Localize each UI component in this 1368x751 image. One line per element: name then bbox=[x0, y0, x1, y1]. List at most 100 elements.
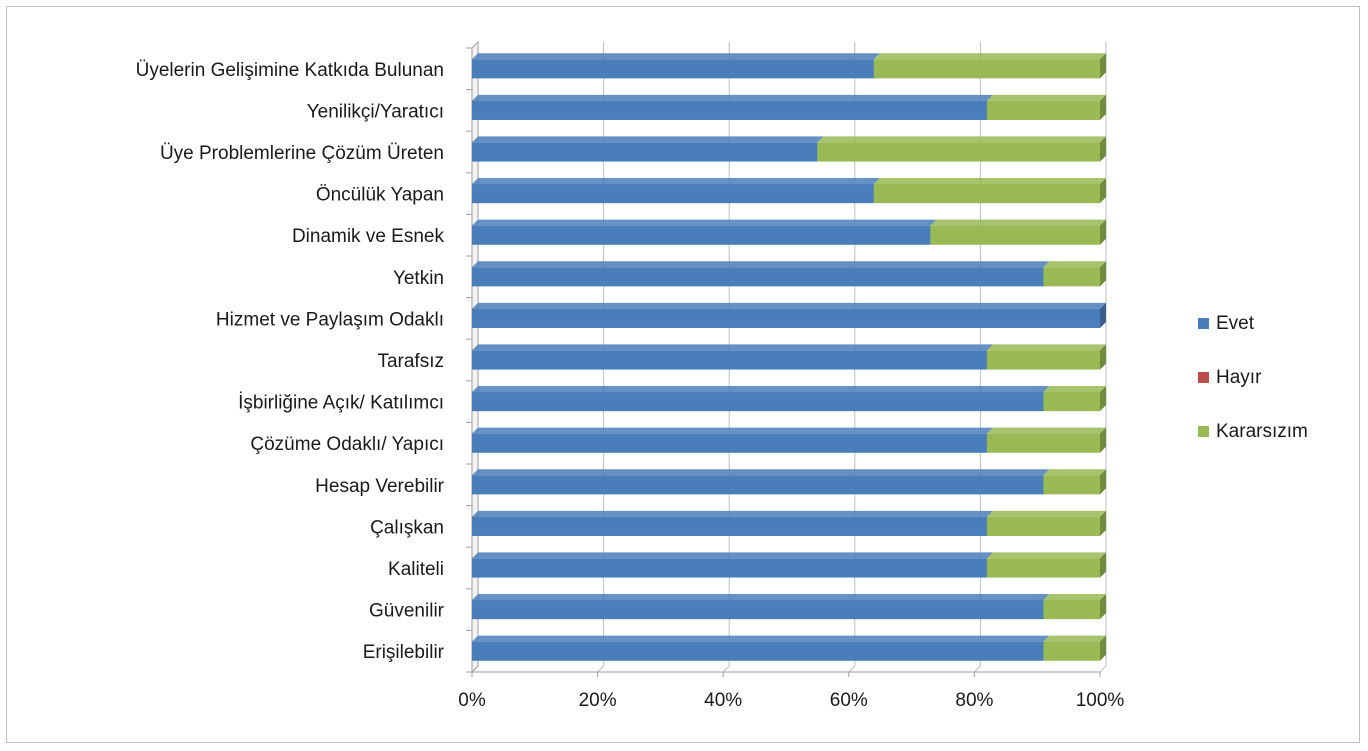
x-tick-label: 100% bbox=[1076, 690, 1125, 711]
bar-kararsızım bbox=[1043, 641, 1100, 661]
bar-side-kararsızım bbox=[1100, 219, 1106, 245]
bar-evet bbox=[472, 641, 1044, 661]
bar-top-kararsızım bbox=[986, 427, 1106, 434]
bar-top-evet bbox=[472, 219, 937, 226]
bar-top-evet bbox=[472, 469, 1050, 476]
bar-top-evet bbox=[472, 510, 993, 517]
x-tick-label: 80% bbox=[955, 690, 993, 711]
bar-top-evet bbox=[472, 344, 993, 351]
bar-side-kararsızım bbox=[1100, 94, 1106, 120]
bar-top-kararsızım bbox=[817, 136, 1106, 143]
bar-top-kararsızım bbox=[1043, 594, 1106, 601]
legend: Evet Hayır Kararsızım bbox=[1198, 313, 1308, 442]
bar-evet bbox=[472, 184, 874, 204]
bar-side-kararsızım bbox=[1100, 552, 1106, 578]
legend-swatch-kararsızım bbox=[1198, 426, 1209, 437]
bar-evet bbox=[472, 392, 1044, 412]
bar-top-evet bbox=[472, 53, 880, 60]
chart-frame bbox=[6, 6, 1360, 743]
category-label: Çözüme Odaklı/ Yapıcı bbox=[250, 434, 444, 455]
bar-side-kararsızım bbox=[1100, 344, 1106, 370]
bar-top-evet bbox=[472, 178, 880, 185]
category-label: Üye Problemlerine Çözüm Üreten bbox=[160, 143, 444, 164]
bar-top-kararsızım bbox=[986, 344, 1106, 351]
category-label: Kaliteli bbox=[388, 559, 444, 580]
bar-side-kararsızım bbox=[1100, 136, 1106, 162]
bar-top-kararsızım bbox=[1043, 635, 1106, 642]
bar-evet bbox=[472, 100, 987, 120]
gridline-floor bbox=[974, 665, 981, 673]
bar-top-kararsızım bbox=[986, 552, 1106, 559]
category-label: Hesap Verebilir bbox=[315, 476, 445, 497]
legend-label-kararsızım: Kararsızım bbox=[1216, 421, 1308, 442]
bar-kararsızım bbox=[873, 59, 1100, 79]
bar-evet bbox=[472, 475, 1044, 495]
gridline-floor bbox=[597, 665, 604, 673]
bar-side-kararsızım bbox=[1100, 635, 1106, 661]
bar-top-kararsızım bbox=[873, 178, 1106, 185]
bar-evet bbox=[472, 516, 987, 536]
category-label: Yetkin bbox=[393, 268, 444, 289]
bar-top-kararsızım bbox=[873, 53, 1106, 60]
bar-top-kararsızım bbox=[1043, 261, 1106, 268]
bar-top-kararsızım bbox=[986, 94, 1106, 101]
gridline-floor bbox=[722, 665, 730, 673]
bar-kararsızım bbox=[1043, 267, 1100, 287]
category-label: Yenilikçi/Yaratıcı bbox=[307, 101, 444, 122]
bar-evet bbox=[472, 600, 1044, 620]
legend-swatch-evet bbox=[1198, 318, 1209, 329]
bar-side-kararsızım bbox=[1100, 469, 1106, 495]
x-tick-label: 40% bbox=[704, 690, 742, 711]
bar-side-kararsızım bbox=[1100, 427, 1106, 453]
bar-kararsızım bbox=[1043, 475, 1100, 495]
bars bbox=[472, 53, 1106, 661]
bar-top-kararsızım bbox=[986, 510, 1106, 517]
gridline-floor bbox=[848, 665, 856, 673]
bar-evet bbox=[472, 433, 987, 453]
bar-side-kararsızım bbox=[1100, 594, 1106, 620]
x-tick-label: 20% bbox=[579, 690, 617, 711]
bar-kararsızım bbox=[986, 100, 1100, 120]
legend-swatch-hayır bbox=[1198, 372, 1209, 383]
bar-top-evet bbox=[472, 386, 1050, 393]
bar-kararsızım bbox=[986, 433, 1100, 453]
bar-side-kararsızım bbox=[1100, 261, 1106, 287]
bar-top-kararsızım bbox=[930, 219, 1106, 226]
bar-top-evet bbox=[472, 136, 824, 143]
bar-top-evet bbox=[472, 94, 993, 101]
bar-kararsızım bbox=[1043, 392, 1100, 412]
category-label: Güvenilir bbox=[369, 601, 445, 622]
bar-top-evet bbox=[472, 427, 993, 434]
x-tick-label: 0% bbox=[458, 690, 486, 711]
bar-side-kararsızım bbox=[1100, 386, 1106, 412]
category-label: Öncülük Yapan bbox=[316, 185, 444, 206]
bar-side-kararsızım bbox=[1100, 178, 1106, 204]
category-label: Dinamik ve Esnek bbox=[292, 226, 445, 247]
bar-top-kararsızım bbox=[1043, 386, 1106, 393]
bar-kararsızım bbox=[986, 350, 1100, 370]
bar-top-kararsızım bbox=[1043, 469, 1106, 476]
bar-kararsızım bbox=[1043, 600, 1100, 620]
bar-kararsızım bbox=[817, 142, 1100, 162]
bar-side-kararsızım bbox=[1100, 53, 1106, 79]
category-label: Erişilebilir bbox=[363, 642, 445, 663]
category-label: İşbirliğine Açık/ Katılımcı bbox=[238, 393, 444, 414]
gridline-floor bbox=[1099, 665, 1107, 673]
legend-label-hayır: Hayır bbox=[1216, 367, 1262, 388]
bar-side-kararsızım bbox=[1100, 510, 1106, 536]
bar-kararsızım bbox=[930, 225, 1100, 245]
bar-top-evet bbox=[472, 635, 1050, 642]
bar-evet bbox=[472, 308, 1100, 328]
bar-side-evet bbox=[1100, 302, 1106, 328]
bar-evet bbox=[472, 558, 987, 578]
bar-evet bbox=[472, 225, 931, 245]
category-label: Tarafsız bbox=[377, 351, 444, 372]
legend-label-evet: Evet bbox=[1216, 313, 1255, 334]
bar-kararsızım bbox=[873, 184, 1100, 204]
bar-evet bbox=[472, 350, 987, 370]
bar-kararsızım bbox=[986, 516, 1100, 536]
bar-evet bbox=[472, 59, 874, 79]
category-label: Çalışkan bbox=[370, 517, 444, 538]
x-tick-label: 60% bbox=[830, 690, 868, 711]
